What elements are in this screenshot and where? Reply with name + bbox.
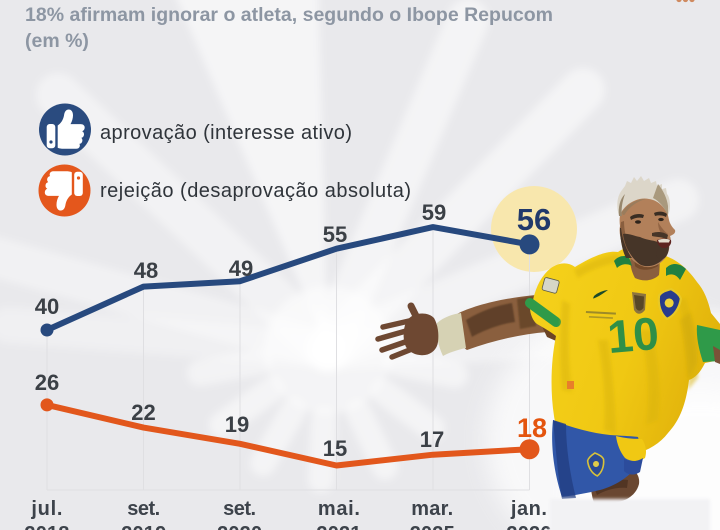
svg-text:2019: 2019 [121,523,166,530]
svg-text:26: 26 [35,370,59,395]
svg-text:48: 48 [134,258,158,283]
svg-text:2025: 2025 [410,523,455,530]
svg-text:17: 17 [420,427,444,452]
svg-text:15: 15 [323,436,347,461]
svg-text:18: 18 [517,413,547,443]
svg-text:19: 19 [225,412,249,437]
svg-text:rejeição (desaprovação absolut: rejeição (desaprovação absoluta) [100,180,411,202]
svg-text:2026: 2026 [506,523,551,530]
svg-text:mai.: mai. [318,498,360,520]
svg-text:2020: 2020 [217,523,262,530]
svg-text:jul.: jul. [30,498,62,520]
svg-text:set.: set. [127,498,160,520]
svg-text:2018: 2018 [24,523,69,530]
svg-text:40: 40 [35,294,59,319]
svg-text:jan.: jan. [510,498,547,520]
svg-text:aprovação (interesse ativo): aprovação (interesse ativo) [100,122,352,144]
svg-text:22: 22 [131,400,155,425]
svg-text:56: 56 [517,202,551,237]
svg-text:49: 49 [229,256,253,281]
svg-text:55: 55 [323,222,347,247]
svg-text:set.: set. [223,498,256,520]
svg-text:59: 59 [422,200,446,225]
svg-text:(em %): (em %) [25,30,89,52]
svg-text:mar.: mar. [411,498,453,520]
svg-text:18% afirmam ignorar o atleta,: 18% afirmam ignorar o atleta, segundo o … [25,4,553,26]
svg-text:10: 10 [605,307,661,363]
svg-text:2021: 2021 [316,523,361,530]
